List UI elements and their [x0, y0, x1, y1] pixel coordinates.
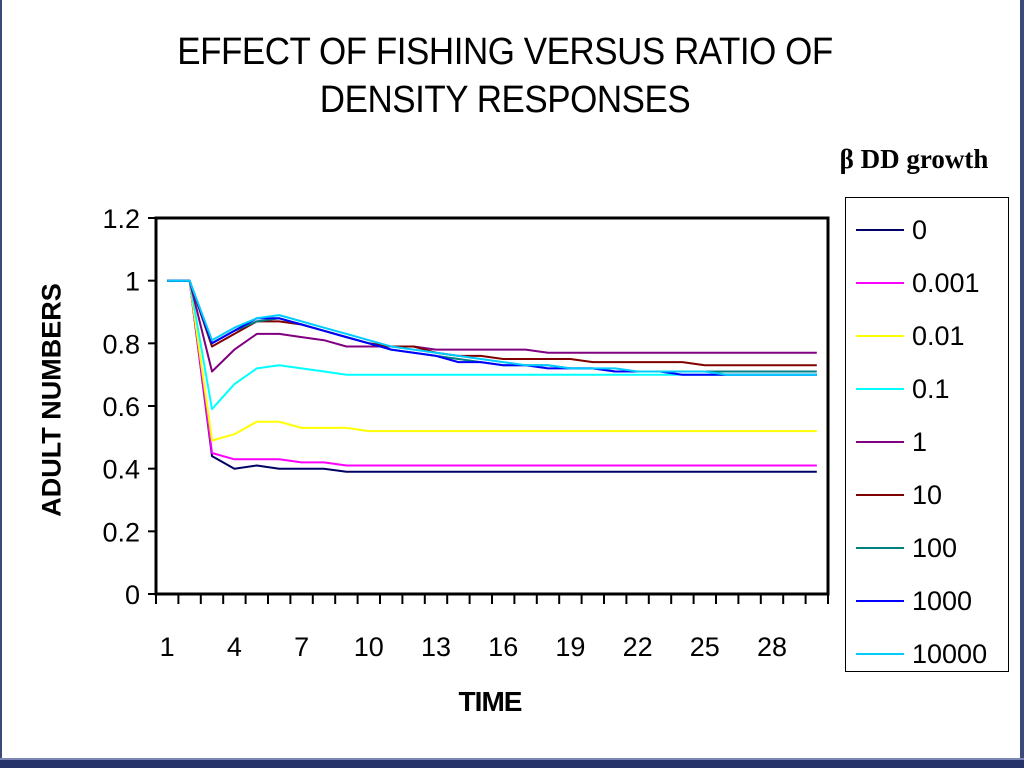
x-tick-label: 25: [690, 632, 720, 662]
x-tick-label: 7: [294, 632, 309, 662]
legend-swatch: [856, 335, 904, 337]
y-tick-label: 0: [125, 580, 140, 610]
legend-swatch: [856, 653, 904, 655]
x-axis-label: TIME: [458, 686, 523, 717]
legend-label: 10000: [912, 638, 988, 669]
x-tick-label: 13: [421, 632, 451, 662]
legend-item-0-1: 0.1: [856, 374, 950, 404]
x-tick-label: 1: [160, 632, 175, 662]
x-tick-label: 4: [227, 632, 242, 662]
series-line-0-01: [167, 279, 817, 442]
legend-swatch: [856, 494, 904, 496]
y-tick-label: 0.2: [102, 517, 140, 547]
legend-swatch: [856, 282, 904, 284]
y-axis-ticks: 0 0.2 0.4 0.6 0.8 1 1.2: [102, 204, 156, 610]
legend-swatch: [856, 547, 904, 549]
series-line-10: [167, 279, 817, 367]
y-tick-label: 1: [125, 267, 140, 297]
legend: 0 0.001 0.01 0.1 1 10 100 1000 10000: [845, 197, 1009, 672]
series-line-0: [167, 279, 817, 473]
legend-label: 0.01: [912, 320, 965, 351]
x-axis-ticks: 1 4 7 10 13 16 19 22 25 28: [155, 594, 829, 662]
legend-swatch: [856, 229, 904, 231]
legend-label: 1000: [912, 585, 973, 616]
legend-item-0-001: 0.001: [856, 268, 980, 298]
series-lines: [167, 279, 817, 473]
legend-label: 0: [912, 214, 928, 245]
y-tick-label: 0.8: [102, 329, 140, 359]
series-line-0-001: [167, 279, 817, 467]
legend-item-1: 1: [856, 427, 927, 457]
slide-frame-right: [1020, 0, 1024, 768]
legend-label: 10: [912, 479, 943, 510]
legend-title: β DD growth: [839, 144, 989, 174]
legend-item-0-01: 0.01: [856, 321, 965, 351]
x-tick-label: 10: [354, 632, 384, 662]
series-line-0-1: [167, 279, 817, 411]
legend-label: 0.001: [912, 267, 980, 298]
y-tick-label: 0.6: [102, 392, 140, 422]
chart-title-line-2: DENSITY RESPONSES: [319, 79, 691, 121]
legend-item-10: 10: [856, 480, 942, 510]
legend-item-100: 100: [856, 533, 957, 563]
legend-label: 100: [912, 532, 958, 563]
series-line-10000: [167, 279, 817, 376]
plot-area-border: [154, 216, 830, 596]
slide-frame-bottom: [0, 760, 1024, 768]
legend-swatch: [856, 388, 904, 390]
y-tick-label: 1.2: [102, 204, 140, 234]
legend-item-10000: 10000: [856, 639, 987, 669]
legend-swatch: [856, 600, 904, 602]
legend-item-0: 0: [856, 215, 927, 245]
slide-frame-left: [0, 0, 2, 768]
x-tick-label: 28: [757, 632, 787, 662]
chart-title: EFFECT OF FISHING VERSUS RATIO OF DENSIT…: [114, 28, 896, 124]
series-line-1: [167, 279, 817, 373]
x-tick-label: 22: [623, 632, 653, 662]
slide-frame-bottom-highlight: [0, 758, 1024, 760]
legend-label: 1: [912, 426, 928, 457]
y-tick-label: 0.4: [102, 455, 140, 485]
series-line-1000: [167, 279, 817, 376]
x-tick-label: 16: [488, 632, 518, 662]
chart-title-line-1: EFFECT OF FISHING VERSUS RATIO OF: [177, 31, 833, 73]
legend-swatch: [856, 441, 904, 443]
legend-item-1000: 1000: [856, 586, 972, 616]
legend-label: 0.1: [912, 373, 950, 404]
x-tick-label: 19: [555, 632, 585, 662]
